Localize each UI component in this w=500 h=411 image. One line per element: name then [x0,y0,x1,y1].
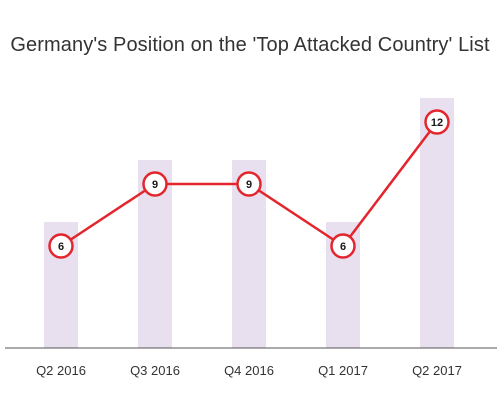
data-point: 6 [330,233,356,259]
data-point-marker [236,171,262,197]
x-tick-label: Q3 2016 [130,363,180,378]
x-tick-label: Q2 2017 [412,363,462,378]
background-bar [420,98,454,348]
x-tick-label: Q4 2016 [224,363,274,378]
x-tick-label: Q2 2016 [36,363,86,378]
data-label: 12 [431,117,443,129]
data-point: 9 [236,171,262,197]
data-point-marker [330,233,356,259]
x-tick-labels: Q2 2016 Q3 2016 Q4 2016 Q1 2017 Q2 2017 [36,363,462,378]
data-point-marker [48,233,74,259]
data-point-marker [142,171,168,197]
data-label: 6 [340,241,346,253]
data-points: 6 9 9 6 12 [48,109,450,259]
data-point: 6 [48,233,74,259]
data-point: 12 [424,109,450,135]
data-point: 9 [142,171,168,197]
data-label: 9 [152,179,158,191]
data-label: 9 [246,179,252,191]
chart-title: Germany's Position on the 'Top Attacked … [10,34,490,56]
data-label: 6 [58,241,64,253]
x-tick-label: Q1 2017 [318,363,368,378]
data-point-marker [424,109,450,135]
background-bars [44,98,454,348]
